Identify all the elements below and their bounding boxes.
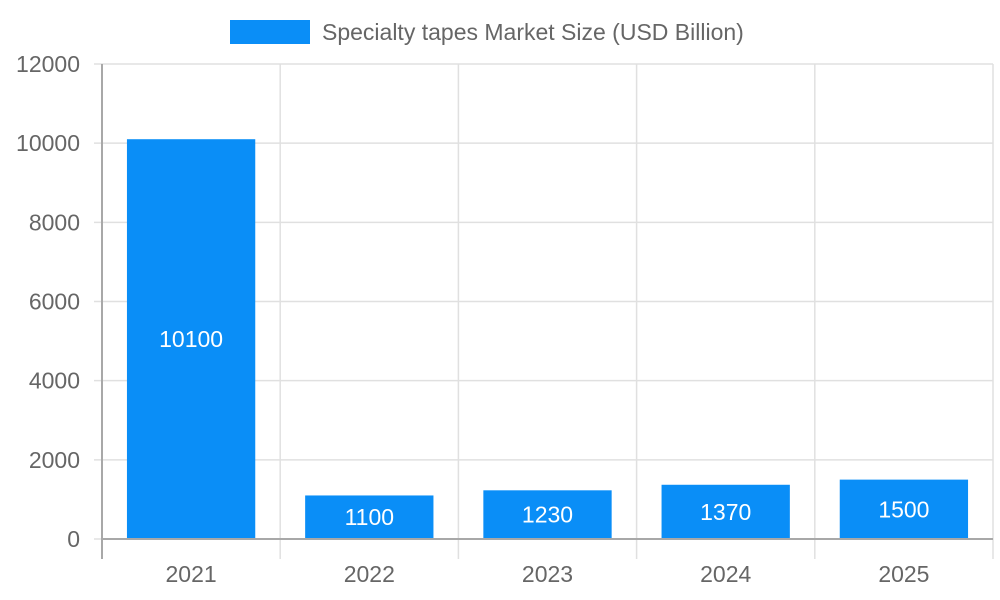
axes <box>101 64 993 559</box>
bar-value-label: 1100 <box>345 504 394 530</box>
chart-legend[interactable]: Specialty tapes Market Size (USD Billion… <box>230 18 744 45</box>
bar-2024[interactable] <box>661 484 790 539</box>
y-tick-label: 4000 <box>29 368 80 394</box>
legend-swatch <box>230 20 310 44</box>
y-tick-label: 6000 <box>29 289 80 315</box>
bars: 10100 1100 1230 1370 1500 <box>126 139 969 540</box>
x-tick-label: 2021 <box>166 561 217 587</box>
y-tick-label: 12000 <box>16 51 80 77</box>
axis-labels: 0 2000 4000 6000 8000 10000 12000 2021 2022 2023 2… <box>16 51 929 587</box>
y-tick-label: 10000 <box>16 130 80 156</box>
bar-value-label: 1500 <box>878 496 929 522</box>
x-tick-label: 2023 <box>522 561 573 587</box>
bar-2021[interactable] <box>126 139 256 540</box>
bar-value-label: 1230 <box>522 502 573 528</box>
bar-2022[interactable] <box>305 495 434 539</box>
bar-2025[interactable] <box>839 479 969 539</box>
x-tick-label: 2022 <box>344 561 395 587</box>
y-tick-label: 8000 <box>29 209 80 235</box>
bar-2023[interactable] <box>483 490 612 539</box>
bar-value-label: 10100 <box>159 326 223 352</box>
bar-value-label: 1370 <box>700 499 751 525</box>
y-tick-label: 0 <box>67 526 80 552</box>
y-tick-label: 2000 <box>29 447 80 473</box>
legend-label: Specialty tapes Market Size (USD Billion… <box>322 18 744 45</box>
x-tick-label: 2024 <box>700 561 751 587</box>
x-tick-label: 2025 <box>878 561 929 587</box>
